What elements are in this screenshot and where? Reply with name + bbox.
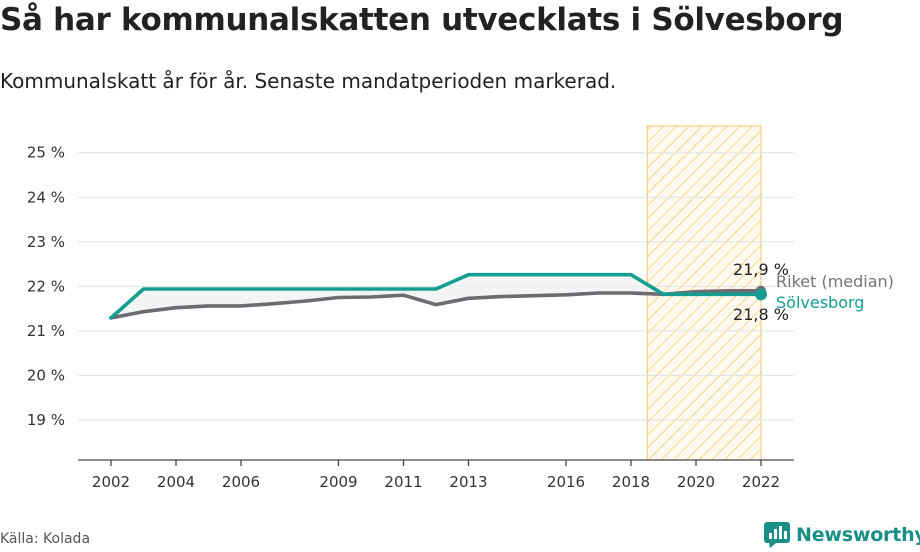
y-tick-label: 23 % bbox=[27, 233, 65, 251]
solvesborg-series-label: Sölvesborg bbox=[776, 293, 864, 312]
y-tick-label: 21 % bbox=[27, 322, 65, 340]
source-note: Källa: Kolada bbox=[0, 531, 91, 547]
y-tick-label: 19 % bbox=[27, 411, 65, 429]
chart-title: Så har kommunalskatten utvecklats i Sölv… bbox=[0, 2, 844, 38]
riket-median-series-label: Riket (median) bbox=[776, 272, 894, 291]
riket-median-value-label: 21,9 % bbox=[733, 260, 789, 279]
x-tick-label: 2002 bbox=[92, 473, 130, 491]
solvesborg-line bbox=[109, 272, 763, 320]
brand-name: Newsworthy bbox=[796, 524, 920, 546]
newsworthy-logo-icon bbox=[764, 522, 790, 548]
x-tick-label: 2016 bbox=[547, 473, 585, 491]
x-tick-label: 2018 bbox=[612, 473, 650, 491]
x-tick-label: 2011 bbox=[384, 473, 422, 491]
y-tick-label: 22 % bbox=[27, 277, 65, 295]
chart-subtitle: Kommunalskatt år för år. Senaste mandatp… bbox=[0, 69, 617, 93]
series-gap-area bbox=[111, 274, 761, 318]
x-tick-label: 2009 bbox=[319, 473, 357, 491]
y-tick-label: 24 % bbox=[27, 188, 65, 206]
x-tick-label: 2020 bbox=[677, 473, 715, 491]
y-tick-label: 25 % bbox=[27, 144, 65, 162]
solvesborg-value-label: 21,8 % bbox=[733, 305, 789, 324]
y-tick-label: 20 % bbox=[27, 366, 65, 384]
x-tick-label: 2006 bbox=[222, 473, 260, 491]
solvesborg-endpoint bbox=[755, 288, 767, 301]
brand-logo: Newsworthy bbox=[764, 518, 920, 552]
x-tick-label: 2013 bbox=[449, 473, 487, 491]
x-tick-label: 2022 bbox=[742, 473, 780, 491]
riket-median-line bbox=[109, 288, 763, 320]
x-tick-label: 2004 bbox=[157, 473, 195, 491]
